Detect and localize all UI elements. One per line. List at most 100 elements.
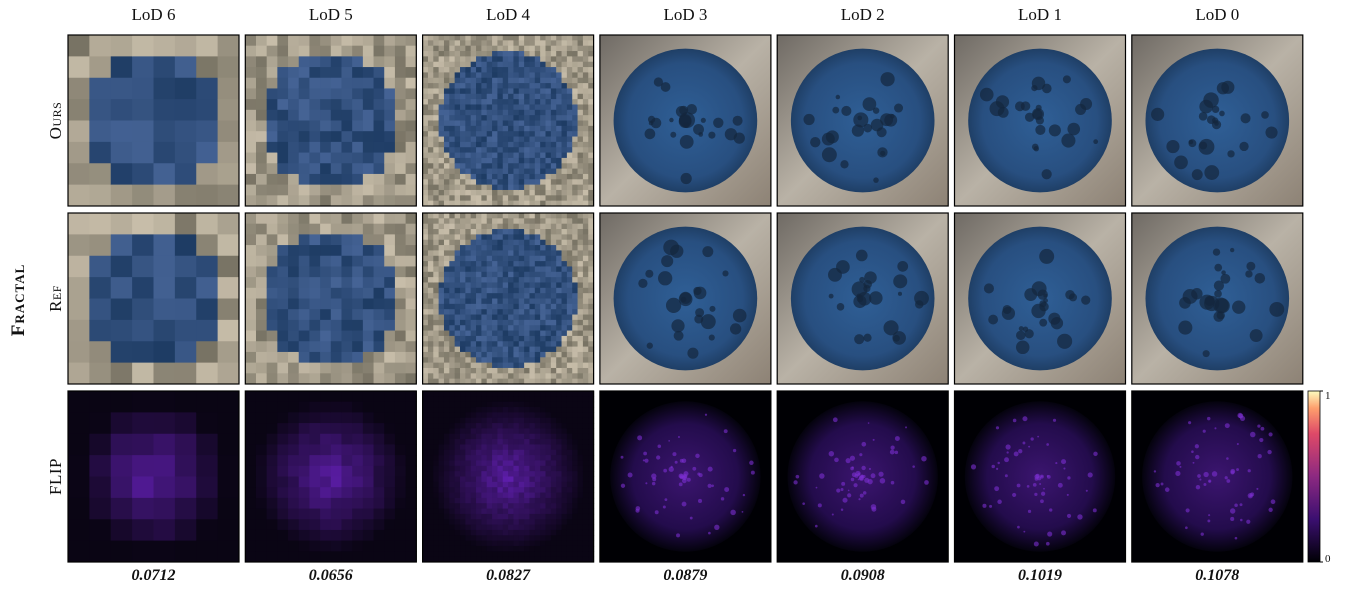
hole [1049, 124, 1061, 136]
pixel [89, 256, 111, 278]
pixel [277, 412, 288, 423]
pixel [567, 218, 573, 224]
pixel [551, 466, 557, 472]
pixel [245, 163, 256, 174]
pixel [567, 477, 573, 483]
pixel [476, 373, 482, 379]
pixel [481, 460, 487, 466]
pixel [513, 304, 519, 310]
pixel [433, 288, 439, 294]
pixel [444, 179, 450, 185]
pixel [497, 428, 503, 434]
pixel [423, 293, 429, 299]
pixel [449, 62, 455, 68]
pixel [384, 530, 395, 541]
pixel [578, 363, 584, 369]
pixel [439, 142, 445, 148]
pixel [384, 99, 395, 110]
pixel [513, 99, 519, 105]
pixel [433, 234, 439, 240]
pixel [471, 121, 477, 127]
pixel [562, 272, 568, 278]
pixel [562, 498, 568, 504]
pixel [423, 309, 429, 315]
pixel [578, 121, 584, 127]
pixel [471, 282, 477, 288]
pixel [460, 434, 466, 440]
pixel [444, 256, 450, 262]
error-speck [644, 459, 648, 463]
error-speck [1041, 492, 1045, 496]
error-speck [676, 533, 680, 537]
pixel [540, 357, 546, 363]
pixel [444, 347, 450, 353]
pixel [433, 423, 439, 429]
pixel [433, 115, 439, 121]
pixel [363, 402, 374, 413]
pixel [196, 299, 218, 321]
pixel [374, 466, 385, 477]
pixel [524, 460, 530, 466]
error-speck [1225, 423, 1230, 428]
pixel [428, 363, 434, 369]
pixel [299, 423, 310, 434]
pixel [309, 391, 320, 402]
pixel [154, 213, 176, 235]
pixel [245, 213, 256, 224]
pixel [433, 368, 439, 374]
pixel [503, 325, 509, 331]
pixel [433, 88, 439, 94]
pixel [111, 213, 133, 235]
pixel [492, 341, 498, 347]
pixel [519, 234, 525, 240]
pixel [508, 240, 514, 246]
pixel [551, 174, 557, 180]
pixel [529, 163, 535, 169]
pixel [567, 439, 573, 445]
pixel [513, 444, 519, 450]
pixel [444, 250, 450, 256]
pixel [395, 331, 406, 342]
pixel [524, 224, 530, 230]
pixel [175, 455, 197, 477]
pixel [455, 185, 461, 191]
pixel [476, 78, 482, 84]
pixel [572, 288, 578, 294]
pixel [433, 240, 439, 246]
pixel [487, 341, 493, 347]
pixel [497, 407, 503, 413]
hole [984, 283, 994, 293]
pixel [439, 519, 445, 525]
pixel [572, 503, 578, 509]
pixel [423, 78, 429, 84]
pixel [384, 434, 395, 445]
pixel [132, 78, 154, 100]
pixel [331, 288, 342, 299]
pixel [567, 460, 573, 466]
hole [810, 137, 820, 147]
pixel [546, 391, 552, 397]
pixel [529, 341, 535, 347]
pixel [540, 126, 546, 132]
pixel [572, 245, 578, 251]
pixel [535, 72, 541, 78]
pixel [540, 277, 546, 283]
pixel [572, 158, 578, 164]
pixel [455, 245, 461, 251]
pixel [492, 288, 498, 294]
pixel [465, 373, 471, 379]
pixel [583, 341, 589, 347]
pixel [433, 142, 439, 148]
pixel [583, 535, 589, 541]
hole [1265, 126, 1277, 138]
pixel [492, 412, 498, 418]
pixel [132, 299, 154, 321]
pixel [471, 450, 477, 456]
hole [681, 173, 692, 184]
pixel [428, 126, 434, 132]
pixel [513, 169, 519, 175]
pixel [572, 195, 578, 201]
pixel [299, 88, 310, 99]
pixel [267, 530, 278, 541]
image [423, 35, 594, 207]
